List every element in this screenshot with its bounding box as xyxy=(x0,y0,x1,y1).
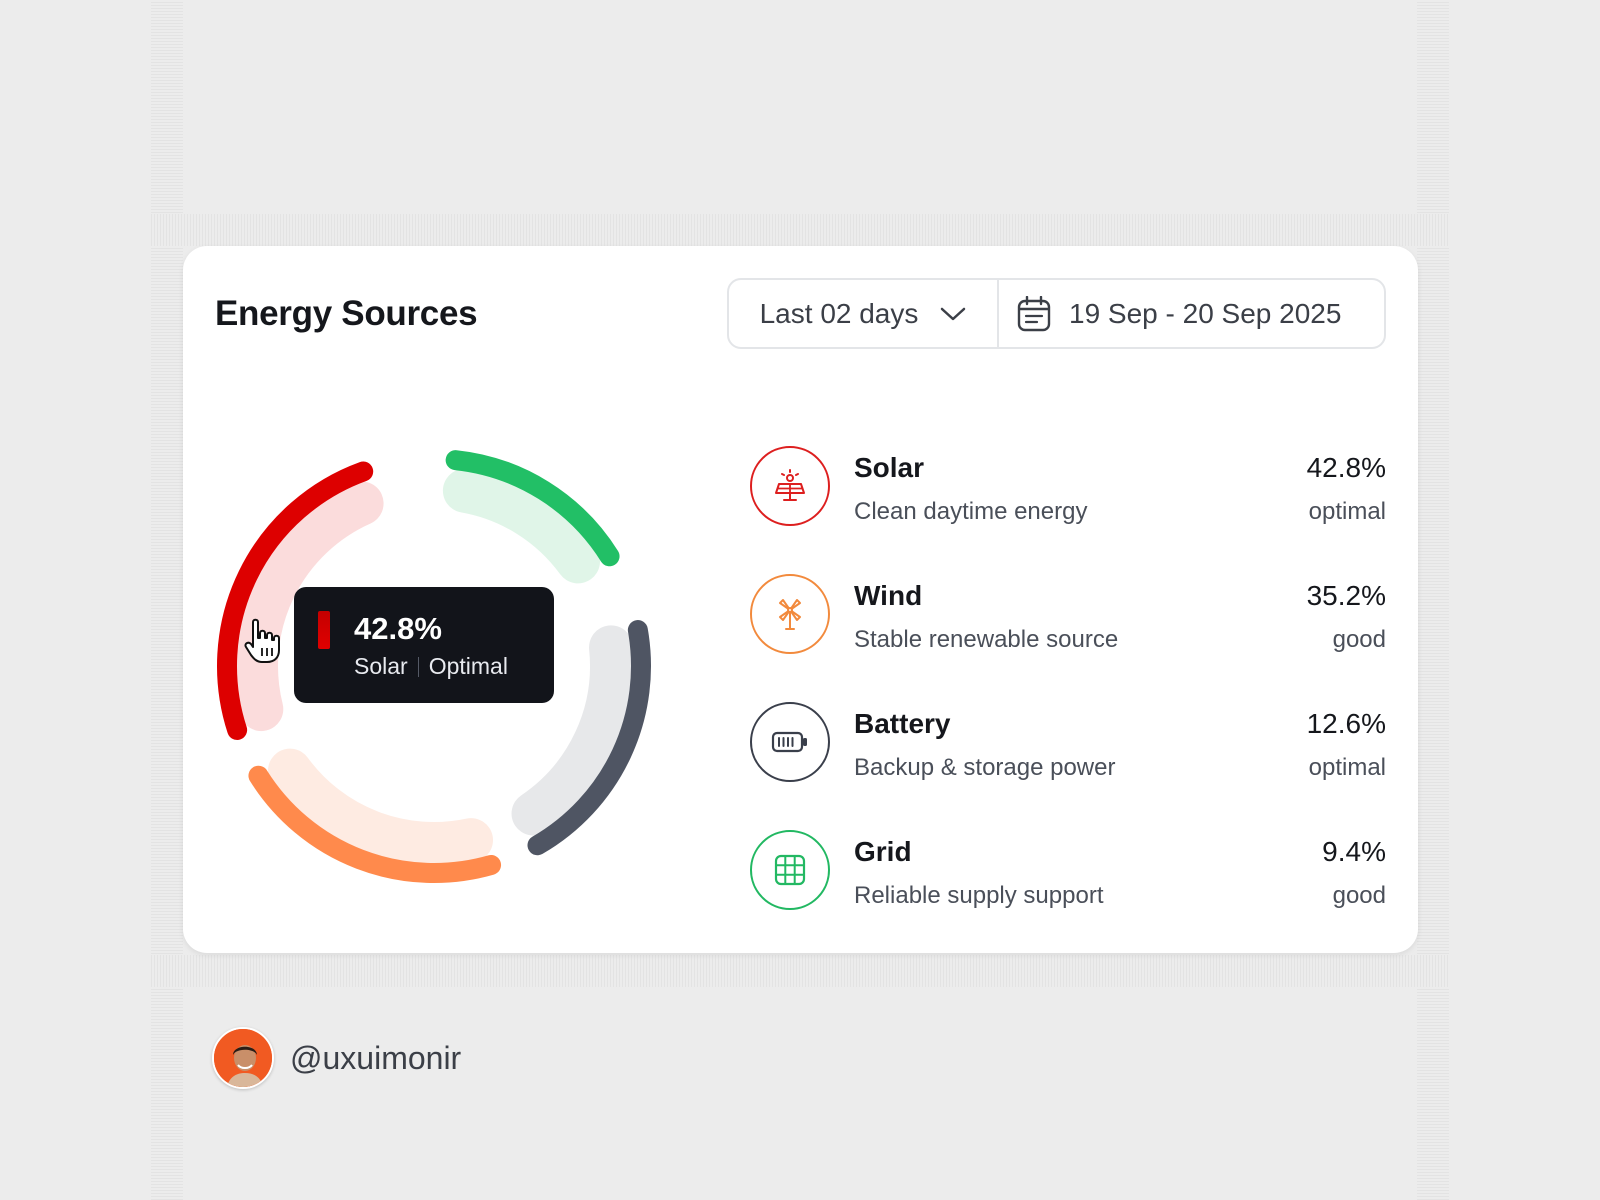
date-range-value: 19 Sep - 20 Sep 2025 xyxy=(1069,297,1342,329)
guide-top xyxy=(151,214,1449,246)
date-range-picker[interactable]: 19 Sep - 20 Sep 2025 xyxy=(999,280,1384,347)
source-status: optimal xyxy=(1308,754,1386,781)
avatar xyxy=(212,1027,274,1089)
tooltip-status: Optimal xyxy=(428,653,508,679)
source-status: optimal xyxy=(1308,498,1386,525)
source-status: good xyxy=(1332,882,1386,909)
source-name: Wind xyxy=(854,580,923,611)
battery-icon-circle xyxy=(750,702,830,782)
tooltip-color-marker xyxy=(318,611,330,649)
grid-icon xyxy=(774,854,806,886)
tooltip-label: Solar xyxy=(354,653,408,679)
source-name: Battery xyxy=(854,708,951,739)
source-desc: Backup & storage power xyxy=(854,754,1116,781)
filter-bar: Last 02 days 19 Sep - 20 Sep 2025 xyxy=(727,278,1386,349)
range-select[interactable]: Last 02 days xyxy=(729,280,999,347)
calendar-icon xyxy=(1017,295,1051,331)
donut-track-battery xyxy=(511,625,634,836)
source-item-battery[interactable]: Battery Backup & storage power 12.6% opt… xyxy=(750,702,1386,782)
source-item-solar[interactable]: Solar Clean daytime energy 42.8% optimal xyxy=(750,446,1386,526)
author-credit: @uxuimonir xyxy=(212,1027,461,1089)
battery-icon xyxy=(771,731,807,753)
chart-tooltip: 42.8% Solar Optimal xyxy=(294,587,554,703)
donut-slice-grid[interactable] xyxy=(445,450,620,567)
source-desc: Reliable supply support xyxy=(854,882,1104,909)
card-title: Energy Sources xyxy=(215,294,478,333)
donut-slice-solar[interactable] xyxy=(217,461,374,740)
range-select-value: Last 02 days xyxy=(759,297,919,329)
energy-sources-card: Energy Sources Last 02 days 19 Sep - 20 … xyxy=(183,246,1418,953)
donut-track-grid xyxy=(442,468,601,584)
hand-pointer-cursor-icon xyxy=(244,618,280,663)
wind-icon-circle xyxy=(750,574,830,654)
source-percent: 42.8% xyxy=(1306,452,1386,483)
donut-track-wind xyxy=(267,748,494,866)
source-status: good xyxy=(1332,626,1386,653)
tooltip-value: 42.8% xyxy=(354,611,442,646)
source-name: Solar xyxy=(854,452,925,483)
donut-track-solar xyxy=(234,481,384,732)
guide-left-outer xyxy=(151,0,183,1200)
source-percent: 12.6% xyxy=(1306,708,1386,739)
tooltip-divider xyxy=(417,656,419,677)
tooltip-subtitle: Solar Optimal xyxy=(354,653,508,680)
guide-bottom xyxy=(151,955,1449,987)
source-percent: 35.2% xyxy=(1306,580,1386,611)
source-item-grid[interactable]: Grid Reliable supply support 9.4% good xyxy=(750,830,1386,910)
chevron-down-icon xyxy=(941,307,966,320)
wind-turbine-icon xyxy=(779,599,801,630)
source-percent: 9.4% xyxy=(1322,836,1386,867)
grid-icon-circle xyxy=(750,830,830,910)
guide-right-outer xyxy=(1417,0,1449,1200)
donut-slice-battery[interactable] xyxy=(527,620,651,856)
source-item-wind[interactable]: Wind Stable renewable source 35.2% good xyxy=(750,574,1386,654)
source-name: Grid xyxy=(854,836,912,867)
donut-slice-wind[interactable] xyxy=(248,765,502,883)
source-desc: Clean daytime energy xyxy=(854,498,1088,525)
solar-panel-icon xyxy=(775,469,805,501)
author-handle: @uxuimonir xyxy=(290,1039,462,1076)
source-desc: Stable renewable source xyxy=(854,626,1119,653)
sources-list: Solar Clean daytime energy 42.8% optimal… xyxy=(750,446,1386,958)
energy-donut-chart xyxy=(217,450,651,883)
person-avatar-icon xyxy=(214,1029,272,1087)
solar-icon-circle xyxy=(750,446,830,526)
